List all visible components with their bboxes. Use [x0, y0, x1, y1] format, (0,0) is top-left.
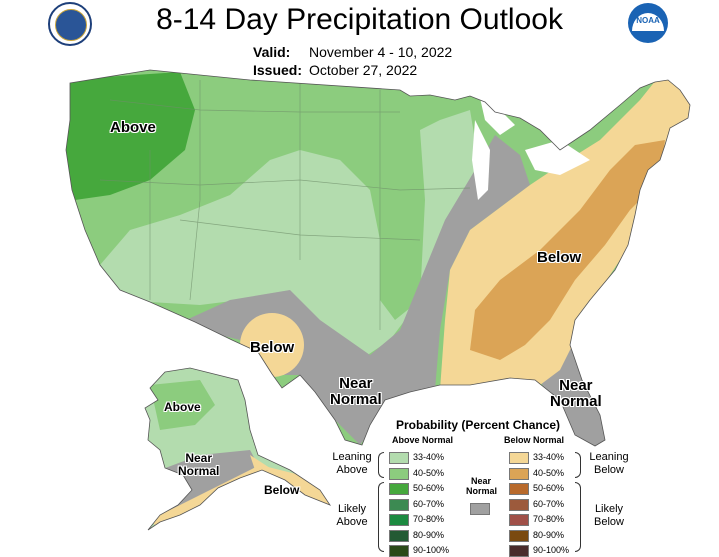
above-bin-swatch [389, 498, 409, 511]
below-bin-swatch [509, 529, 529, 542]
brace-likely-below [575, 482, 581, 552]
above-bin-label: 40-50% [413, 467, 445, 478]
brace-leaning-below [575, 452, 581, 478]
below-bin-label: 90-100% [533, 545, 570, 555]
valid-period: Valid: November 4 - 10, 2022 [253, 44, 453, 60]
legend-above-header: Above Normal [392, 435, 454, 445]
legend-title: Probability (Percent Chance) [396, 418, 561, 432]
noaa-logo-icon: NOAA [628, 3, 668, 43]
legend-likely-above: Likely Above [336, 503, 368, 528]
below-bin-swatch [509, 452, 529, 464]
brace-leaning-above [378, 452, 384, 478]
page-title: 8-14 Day Precipitation Outlook [156, 3, 563, 36]
below-bin-label: 70-80% [533, 514, 565, 524]
doc-seal-icon [48, 2, 92, 46]
label-near-normal-florida: Near Normal [550, 377, 602, 410]
below-bin-label: 60-70% [533, 498, 565, 509]
label-alaska-below: Below [264, 483, 300, 497]
brace-likely-above [378, 482, 384, 552]
label-near-normal-south: Near Normal [330, 375, 382, 408]
above-bin-label: 70-80% [413, 514, 445, 524]
below-bin-label: 40-50% [533, 467, 565, 478]
below-bin-swatch [509, 467, 529, 480]
below-bin-swatch [509, 545, 529, 557]
above-bin-swatch [389, 529, 409, 542]
legend-likely-below: Likely Below [594, 503, 624, 528]
legend-below-header: Below Normal [504, 435, 565, 445]
below-bin-swatch [509, 514, 529, 526]
above-bin-swatch [389, 514, 409, 526]
below-bin-label: 50-60% [533, 483, 565, 493]
legend-near-header: Near Normal [466, 476, 498, 496]
above-bin-label: 33-40% [413, 452, 445, 462]
label-alaska-above: Above [164, 400, 201, 414]
label-above-west: Above [110, 119, 156, 136]
below-bin-label: 80-90% [533, 529, 565, 540]
above-bin-swatch [389, 545, 409, 557]
label-alaska-near-normal: Near Normal [178, 451, 220, 478]
below-bin-label: 33-40% [533, 452, 565, 462]
above-bin-label: 80-90% [413, 529, 445, 540]
below-bin-swatch [509, 498, 529, 511]
above-bin-swatch [389, 452, 409, 464]
below-bin-swatch [509, 483, 529, 495]
legend-near-swatch [470, 503, 490, 515]
legend-leaning-above: Leaning Above [332, 451, 372, 476]
above-bin-swatch [389, 483, 409, 495]
above-bin-label: 90-100% [413, 545, 450, 555]
label-below-east: Below [537, 249, 582, 266]
label-below-texas: Below [250, 339, 295, 356]
legend-leaning-below: Leaning Below [589, 451, 629, 476]
above-bin-label: 50-60% [413, 483, 445, 493]
above-bin-label: 60-70% [413, 498, 445, 509]
issued-date: Issued: October 27, 2022 [253, 62, 418, 78]
above-bin-swatch [389, 467, 409, 480]
